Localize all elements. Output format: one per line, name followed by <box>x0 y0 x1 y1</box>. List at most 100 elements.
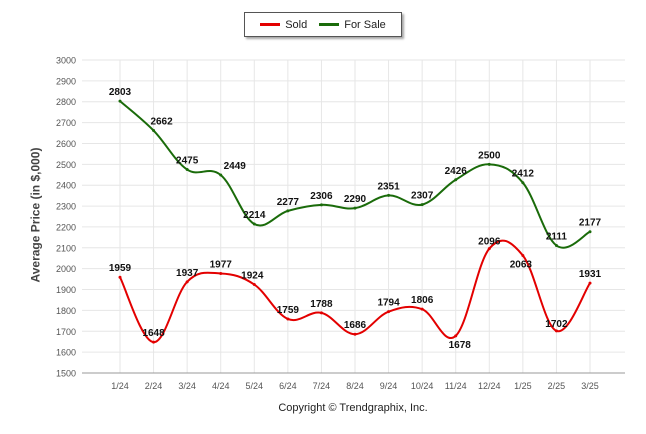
y-tick-label: 2200 <box>56 222 76 232</box>
data-point-sold <box>554 329 558 333</box>
data-point-sold <box>588 281 592 285</box>
data-label-sold: 1959 <box>109 263 132 274</box>
x-tick-label: 1/24 <box>111 381 129 391</box>
data-point-sold <box>252 283 256 287</box>
data-label-for-sale: 2412 <box>512 169 535 180</box>
data-point-sold <box>286 317 290 321</box>
data-label-sold: 1788 <box>310 299 333 310</box>
data-point-sold <box>487 247 491 251</box>
data-label-for-sale: 2449 <box>224 161 247 172</box>
data-label-sold: 1678 <box>449 340 472 351</box>
y-tick-label: 2500 <box>56 160 76 170</box>
y-tick-label: 1700 <box>56 327 76 337</box>
data-point-for-sale <box>521 181 525 185</box>
data-label-for-sale: 2351 <box>377 181 400 192</box>
x-tick-label: 2/25 <box>548 381 566 391</box>
data-label-for-sale: 2307 <box>411 191 434 202</box>
legend-swatch-for-sale <box>319 23 340 26</box>
data-point-sold <box>454 334 458 338</box>
data-label-for-sale: 2277 <box>277 197 300 208</box>
data-point-for-sale <box>387 193 391 197</box>
data-point-for-sale <box>118 99 122 103</box>
data-point-for-sale <box>454 178 458 182</box>
data-label-sold: 1648 <box>142 328 165 339</box>
data-point-for-sale <box>554 244 558 248</box>
data-label-sold: 1937 <box>176 268 199 279</box>
x-tick-label: 6/24 <box>279 381 297 391</box>
x-tick-label: 3/25 <box>581 381 599 391</box>
y-tick-label: 2100 <box>56 243 76 253</box>
data-label-for-sale: 2214 <box>243 210 266 221</box>
data-label-sold: 1686 <box>344 320 367 331</box>
y-tick-label: 2700 <box>56 118 76 128</box>
legend-label-sold: Sold <box>285 18 308 31</box>
data-point-sold <box>152 340 156 344</box>
data-point-sold <box>420 307 424 311</box>
y-tick-label: 2900 <box>56 76 76 86</box>
data-point-for-sale <box>319 203 323 207</box>
data-point-sold <box>521 254 525 258</box>
data-point-sold <box>319 311 323 315</box>
y-tick-label: 1600 <box>56 348 76 358</box>
y-tick-label: 3000 <box>56 56 76 66</box>
data-label-for-sale: 2177 <box>579 218 602 229</box>
x-tick-label: 9/24 <box>380 381 398 391</box>
x-tick-label: 1/25 <box>514 381 532 391</box>
data-point-sold <box>118 275 122 279</box>
data-point-for-sale <box>588 230 592 234</box>
data-label-sold: 1759 <box>277 305 300 316</box>
y-tick-label: 1900 <box>56 285 76 295</box>
x-tick-label: 7/24 <box>313 381 331 391</box>
data-point-for-sale <box>286 209 290 213</box>
data-label-sold: 2096 <box>478 237 501 248</box>
data-point-for-sale <box>420 203 424 207</box>
x-tick-label: 11/24 <box>445 381 467 391</box>
x-tick-label: 5/24 <box>246 381 264 391</box>
data-label-sold: 1806 <box>411 295 434 306</box>
x-tick-label: 2/24 <box>145 381 163 391</box>
copyright-text: Copyright © Trendgraphix, Inc. <box>278 402 428 414</box>
data-label-sold: 1702 <box>545 319 568 330</box>
data-point-sold <box>185 280 189 284</box>
x-tick-label: 3/24 <box>178 381 196 391</box>
data-label-for-sale: 2290 <box>344 194 367 205</box>
data-label-sold: 2063 <box>510 260 533 271</box>
data-label-for-sale: 2306 <box>310 191 333 202</box>
data-point-for-sale <box>353 206 357 210</box>
data-point-for-sale <box>487 162 491 166</box>
y-tick-label: 1800 <box>56 306 76 316</box>
y-tick-label: 2600 <box>56 139 76 149</box>
data-point-sold <box>353 332 357 336</box>
y-tick-label: 1500 <box>56 369 76 379</box>
legend-swatch-sold <box>260 23 281 26</box>
x-tick-label: 12/24 <box>478 381 501 391</box>
data-label-sold: 1924 <box>241 271 264 282</box>
data-label-sold: 1794 <box>377 298 400 309</box>
data-label-for-sale: 2500 <box>478 150 501 161</box>
y-tick-label: 2400 <box>56 181 76 191</box>
legend: Sold For Sale <box>244 12 402 37</box>
x-tick-label: 8/24 <box>346 381 364 391</box>
data-label-sold: 1977 <box>210 259 233 270</box>
x-tick-label: 10/24 <box>411 381 434 391</box>
data-label-for-sale: 2111 <box>546 232 568 243</box>
data-label-for-sale: 2426 <box>445 166 468 177</box>
data-point-for-sale <box>152 129 156 133</box>
y-tick-label: 2800 <box>56 97 76 107</box>
data-label-for-sale: 2662 <box>150 117 173 128</box>
x-tick-label: 4/24 <box>212 381 230 391</box>
data-point-sold <box>219 271 223 275</box>
data-point-for-sale <box>185 168 189 172</box>
legend-item-for-sale[interactable]: For Sale <box>319 19 386 31</box>
data-point-for-sale <box>219 173 223 177</box>
y-tick-label: 2000 <box>56 264 76 274</box>
data-label-for-sale: 2475 <box>176 156 199 167</box>
data-point-sold <box>387 310 391 314</box>
legend-item-sold[interactable]: Sold <box>260 19 307 31</box>
series-line-sold <box>119 239 591 344</box>
y-tick-label: 2300 <box>56 202 76 212</box>
data-label-sold: 1931 <box>579 269 602 280</box>
legend-label-for-sale: For Sale <box>344 18 386 31</box>
